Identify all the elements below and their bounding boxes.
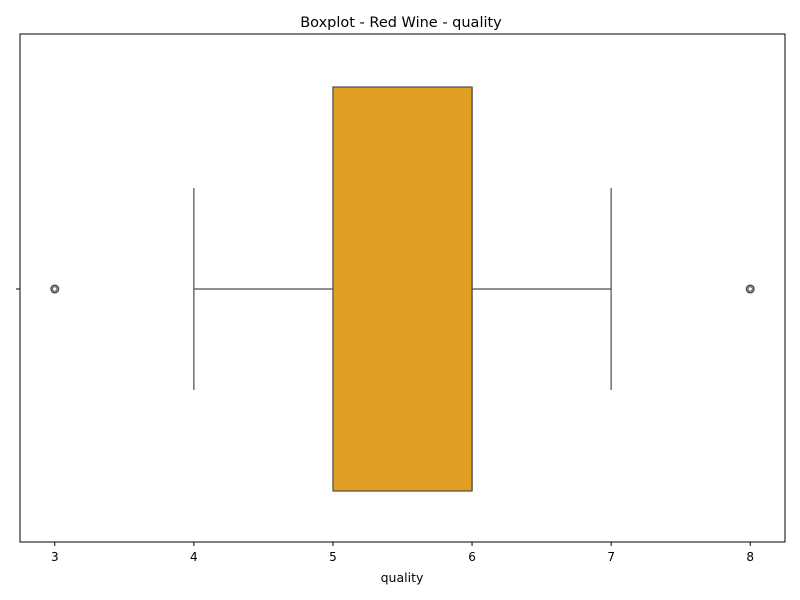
x-tick-label-4: 7 xyxy=(607,550,615,564)
x-tick-label-3: 6 xyxy=(468,550,476,564)
outlier-point-0 xyxy=(50,284,60,294)
chart-title: Boxplot - Red Wine - quality xyxy=(300,15,502,31)
x-tick-label-5: 8 xyxy=(746,550,754,564)
axes-frame xyxy=(19,33,786,543)
iqr-box xyxy=(332,86,473,492)
outlier-point-1 xyxy=(745,284,755,294)
x-tick-label-2: 5 xyxy=(329,550,337,564)
x-axis-label: quality xyxy=(381,570,424,585)
plot-area xyxy=(19,33,786,543)
x-tick-label-0: 3 xyxy=(51,550,59,564)
x-axis: 3 4 5 6 7 8 xyxy=(51,542,754,564)
outlier-point-inner-0 xyxy=(52,286,58,292)
outlier-point-inner-1 xyxy=(747,286,753,292)
x-tick-label-1: 4 xyxy=(190,550,198,564)
outliers-group xyxy=(50,284,755,294)
